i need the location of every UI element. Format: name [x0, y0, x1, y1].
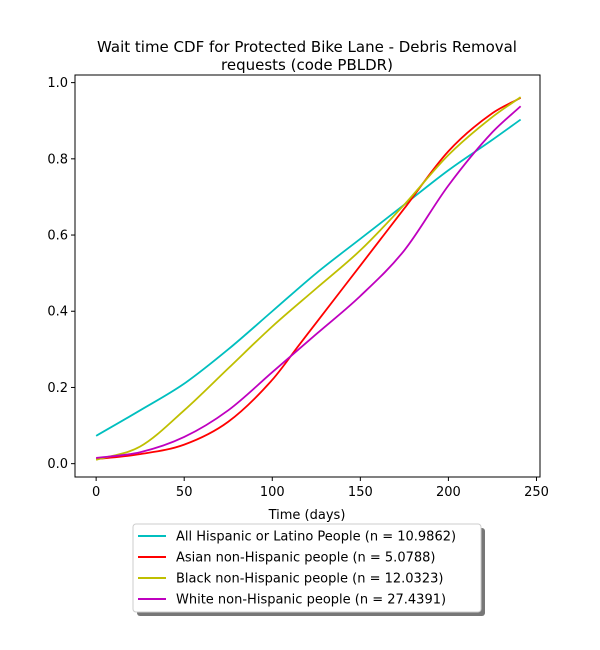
legend-label: Asian non-Hispanic people (n = 5.0788): [176, 551, 435, 566]
legend: All Hispanic or Latino People (n = 10.98…: [132, 523, 485, 616]
y-tick-label: 0.6: [47, 229, 68, 244]
x-tick-label: 200: [436, 485, 461, 500]
legend-label: Black non-Hispanic people (n = 12.0323): [176, 572, 443, 587]
x-tick-label: 50: [176, 485, 193, 500]
y-axis: 0.0 0.2 0.4 0.6 0.8 1.0: [47, 76, 75, 472]
legend-label: White non-Hispanic people (n = 27.4391): [176, 593, 446, 608]
x-axis: 0 50 100 150 200 250: [92, 477, 549, 500]
legend-box: [132, 523, 482, 613]
x-tick-label: 100: [260, 485, 285, 500]
y-tick-label: 0.2: [47, 381, 68, 396]
y-tick-label: 1.0: [47, 76, 68, 91]
chart-title-line-2: requests (code PBLDR): [221, 56, 393, 74]
x-tick-label: 250: [524, 485, 549, 500]
series-line-1: [95, 118, 522, 437]
series-lines: [95, 96, 522, 461]
legend-entries: All Hispanic or Latino People (n = 10.98…: [138, 530, 456, 608]
x-tick-label: 0: [92, 485, 100, 500]
series-line-2: [96, 97, 522, 460]
chart-title-line-1: Wait time CDF for Protected Bike Lane - …: [97, 38, 517, 56]
y-tick-label: 0.0: [47, 457, 68, 472]
series-line-4: [96, 105, 522, 459]
x-tick-label: 150: [348, 485, 373, 500]
y-tick-label: 0.4: [47, 305, 68, 320]
y-tick-label: 0.8: [47, 152, 68, 167]
series-line-3: [95, 96, 522, 461]
x-axis-label: Time (days): [268, 508, 346, 523]
plot-frame: [74, 74, 541, 478]
legend-label: All Hispanic or Latino People (n = 10.98…: [176, 530, 456, 545]
